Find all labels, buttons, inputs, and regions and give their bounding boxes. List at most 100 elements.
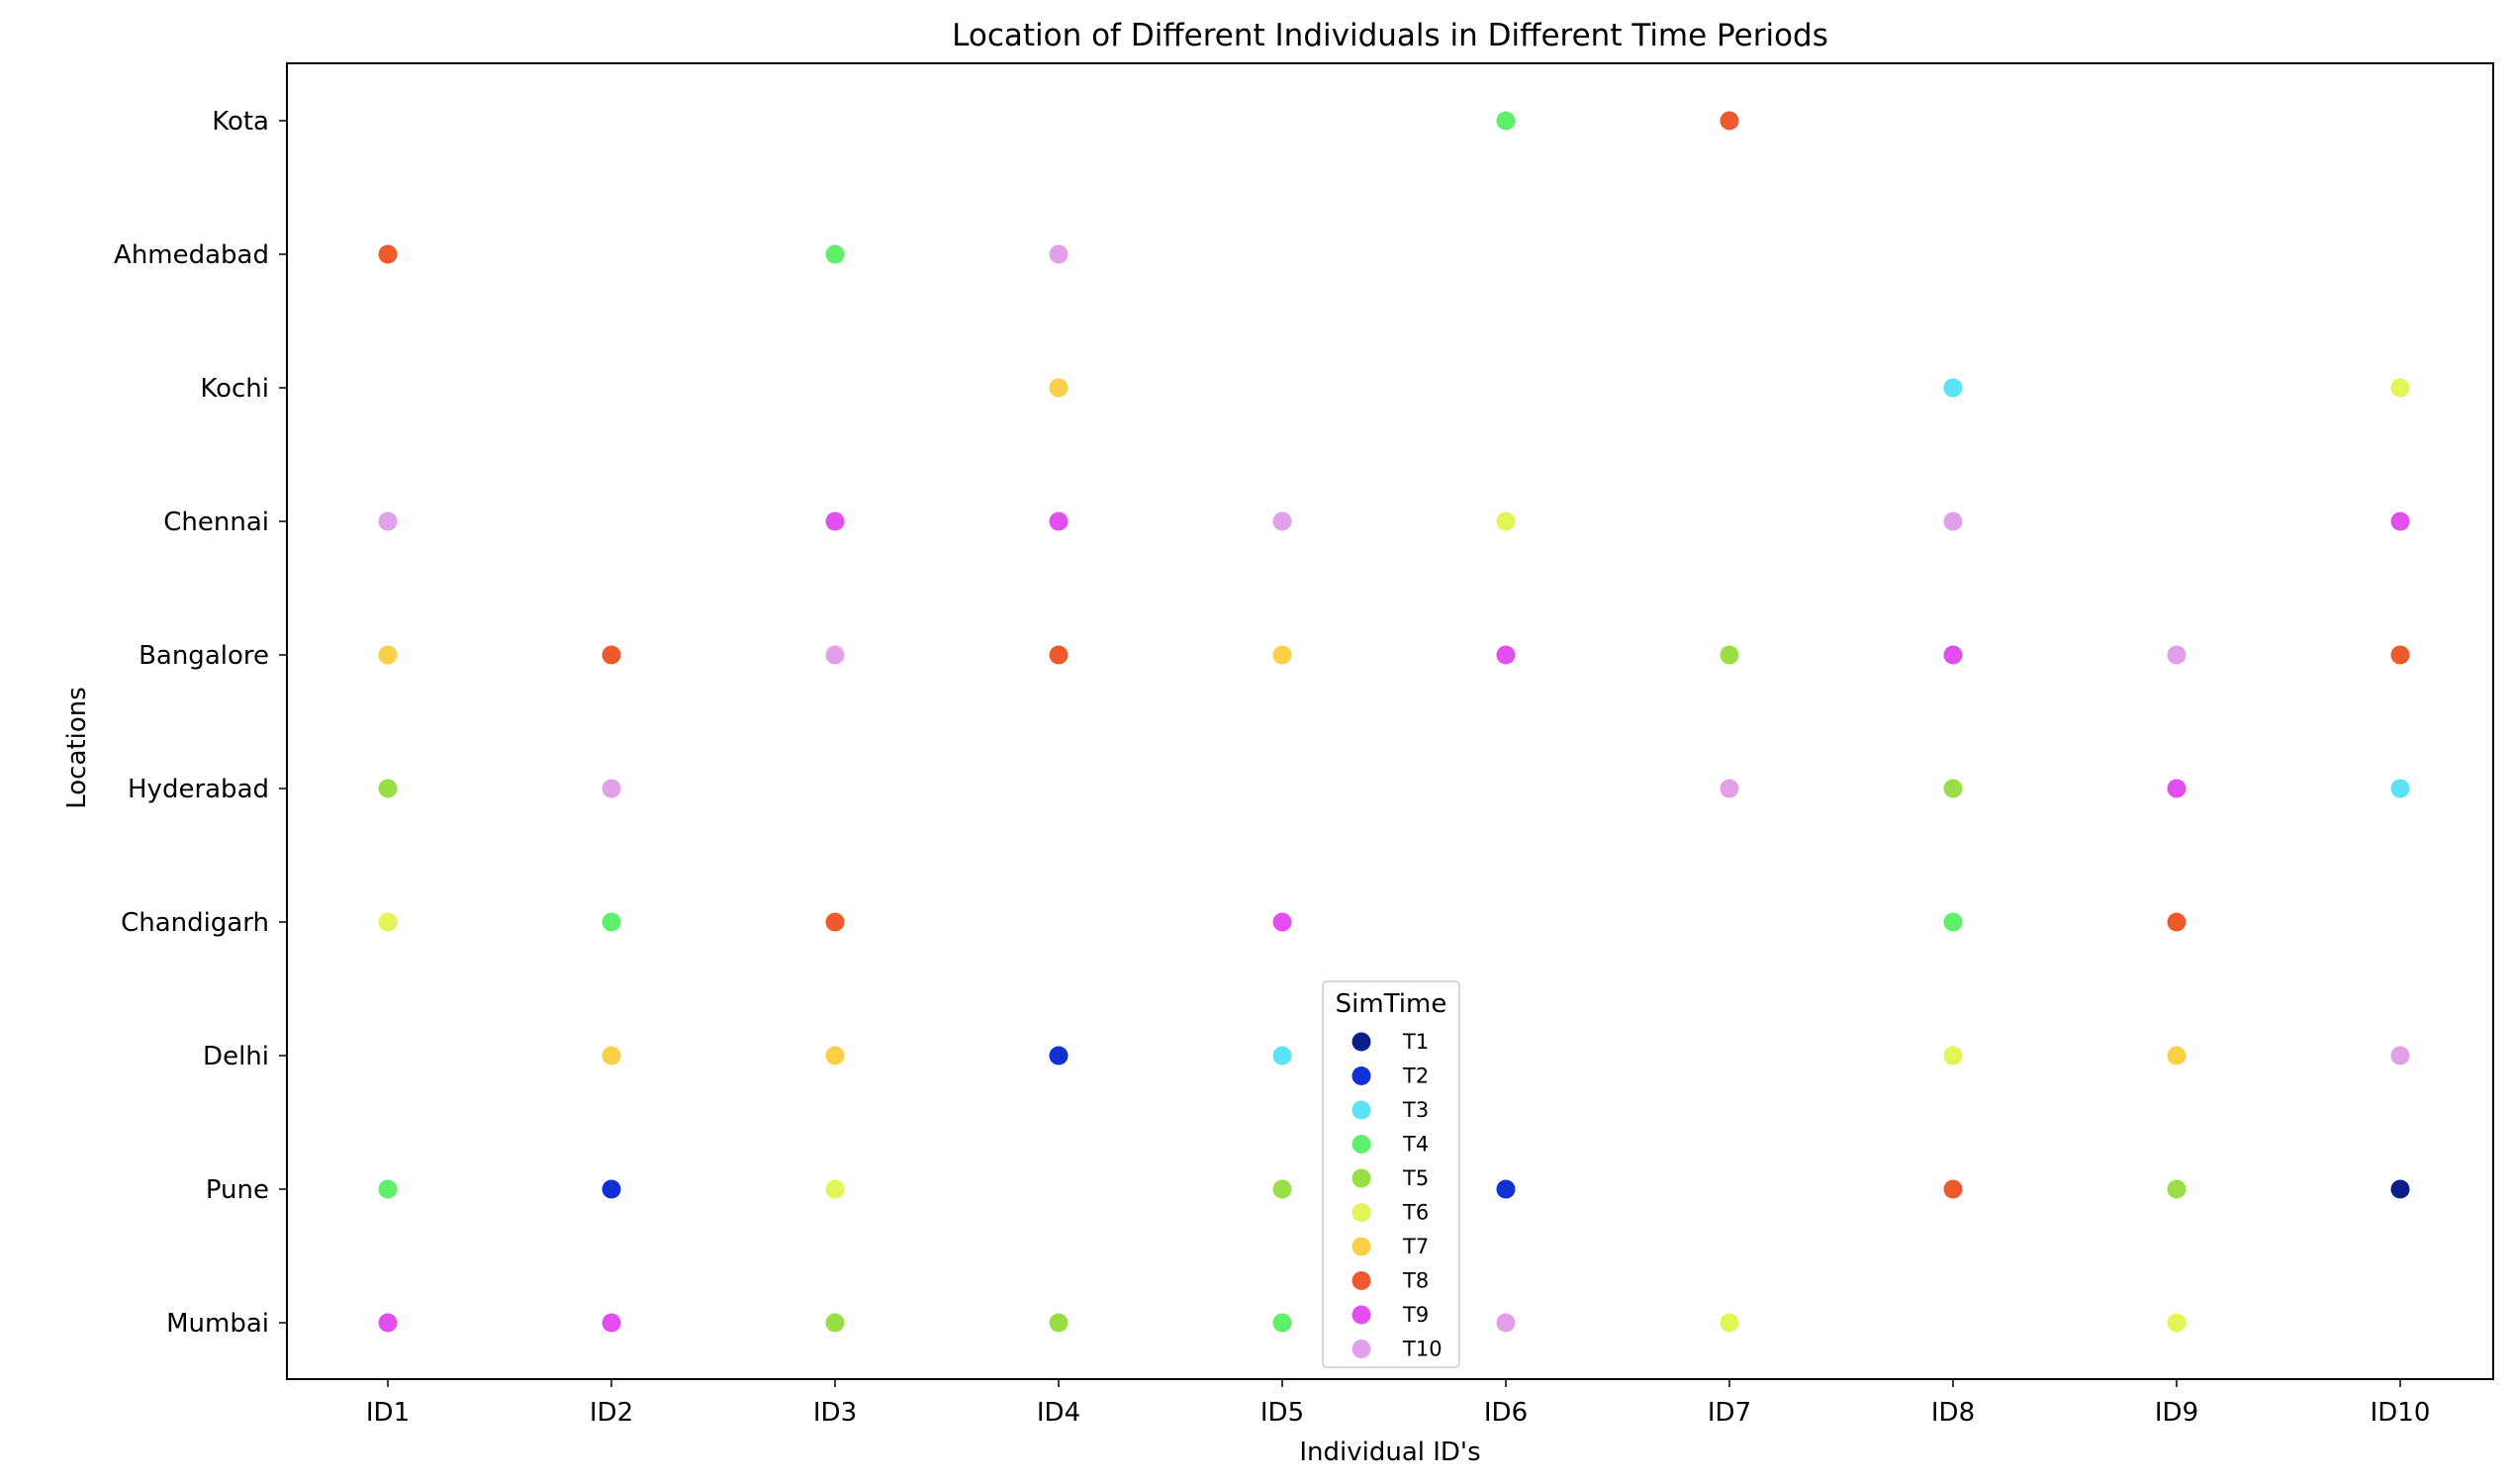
legend-entry: T3 [1402,1098,1429,1122]
data-point-t5-id4 [1049,1313,1069,1333]
legend-entry: T1 [1402,1030,1429,1054]
legend-marker [1351,1135,1371,1154]
y-tick-label: Kota [212,107,269,137]
data-point-t2-id6 [1496,1179,1516,1199]
data-point-t10-id8 [1943,511,1963,531]
data-point-t3-id10 [2390,779,2410,798]
data-point-t9-id5 [1272,912,1292,932]
data-point-t9-id4 [1049,511,1069,531]
data-point-t6-id7 [1720,1313,1739,1333]
legend-marker [1351,1168,1371,1188]
legend-entry: T10 [1402,1338,1443,1361]
x-tick-label: ID5 [1260,1398,1304,1428]
y-tick-label: Hyderabad [128,775,269,804]
data-point-t7-id5 [1272,645,1292,665]
legend-entry: T8 [1402,1269,1429,1293]
data-point-t10-id2 [602,779,621,798]
data-point-t8-id4 [1049,645,1069,665]
data-point-t8-id7 [1720,111,1739,131]
data-point-t7-id1 [378,645,398,665]
data-point-t3-id5 [1272,1046,1292,1066]
x-tick-label: ID7 [1708,1398,1751,1428]
legend-marker [1351,1305,1371,1325]
x-tick-label: ID8 [1931,1398,1975,1428]
x-tick-label: ID3 [813,1398,857,1428]
data-point-t6-id3 [825,1179,845,1199]
data-point-t2-id2 [602,1179,621,1199]
legend-entry: T6 [1402,1201,1429,1225]
x-tick-label: ID1 [366,1398,410,1428]
data-point-t9-id9 [2167,779,2187,798]
data-point-t8-id3 [825,912,845,932]
data-point-t6-id6 [1496,511,1516,531]
plot-area [286,62,2494,1380]
legend-entry: T7 [1402,1235,1429,1258]
y-axis-label: Locations [62,687,92,809]
x-tick-label: ID2 [590,1398,633,1428]
y-axis: Mumbai Pune Delhi Chandigarh Hyderabad Bangal… [114,107,287,1339]
data-point-t7-id2 [602,1046,621,1066]
data-point-t10-id9 [2167,645,2187,665]
data-point-t9-id10 [2390,511,2410,531]
data-point-t7-id9 [2167,1046,2187,1066]
data-point-t8-id10 [2390,645,2410,665]
data-point-t1-id10 [2390,1179,2410,1199]
data-point-t5-id8 [1943,779,1963,798]
y-tick-label: Delhi [203,1042,269,1071]
data-point-t2-id4 [1049,1046,1069,1066]
x-tick-label: ID4 [1037,1398,1080,1428]
x-axis: ID1 ID2 ID3 ID4 ID5 ID6 ID7 ID8 ID9 ID10 [366,1379,2431,1428]
data-point-t8-id9 [2167,912,2187,932]
data-point-t4-id2 [602,912,621,932]
data-point-t10-id5 [1272,511,1292,531]
data-point-t10-id1 [378,511,398,531]
data-point-t8-id1 [378,244,398,264]
x-tick-label: ID10 [2371,1398,2431,1428]
data-point-t5-id1 [378,779,398,798]
data-point-t5-id9 [2167,1179,2187,1199]
legend-title: SimTime [1336,989,1447,1019]
y-tick-label: Kochi [200,374,269,404]
legend-box [1322,980,1460,1368]
data-point-t5-id5 [1272,1179,1292,1199]
data-point-t4-id3 [825,244,845,264]
data-point-t6-id8 [1943,1046,1963,1066]
legend-marker [1351,1100,1371,1120]
data-point-t4-id1 [378,1179,398,1199]
legend-entry: T4 [1402,1133,1429,1157]
data-point-t8-id8 [1943,1179,1963,1199]
legend-marker [1351,1067,1371,1085]
data-points [378,111,2410,1333]
data-point-t9-id8 [1943,645,1963,665]
data-point-t9-id6 [1496,645,1516,665]
data-point-t7-id3 [825,1046,845,1066]
data-point-t10-id4 [1049,244,1069,264]
legend-marker [1351,1203,1371,1222]
data-point-t4-id6 [1496,111,1516,131]
y-tick-label: Mumbai [166,1309,269,1339]
y-tick-label: Pune [206,1175,269,1205]
y-tick-label: Chennai [163,508,269,537]
data-point-t10-id3 [825,645,845,665]
data-point-t4-id8 [1943,912,1963,932]
y-tick-label: Ahmedabad [114,240,269,270]
y-tick-label: Chandigarh [121,908,269,938]
legend-marker [1351,1271,1371,1290]
data-point-t5-id7 [1720,645,1739,665]
data-point-t9-id2 [602,1313,621,1333]
data-point-t10-id10 [2390,1046,2410,1066]
data-point-t5-id3 [825,1313,845,1333]
legend: SimTime T1 T2 T3 T4 T5 T6 T7 T8 T9 T10 [1322,980,1460,1368]
x-axis-label: Individual ID's [1299,1438,1480,1467]
legend-marker [1351,1237,1371,1256]
legend-entry: T9 [1402,1303,1429,1327]
data-point-t7-id4 [1049,378,1069,398]
data-point-t3-id8 [1943,378,1963,398]
data-point-t10-id7 [1720,779,1739,798]
y-tick-label: Bangalore [139,641,269,671]
data-point-t10-id6 [1496,1313,1516,1333]
data-point-t4-id5 [1272,1313,1292,1333]
x-tick-label: ID9 [2155,1398,2198,1428]
data-point-t9-id1 [378,1313,398,1333]
